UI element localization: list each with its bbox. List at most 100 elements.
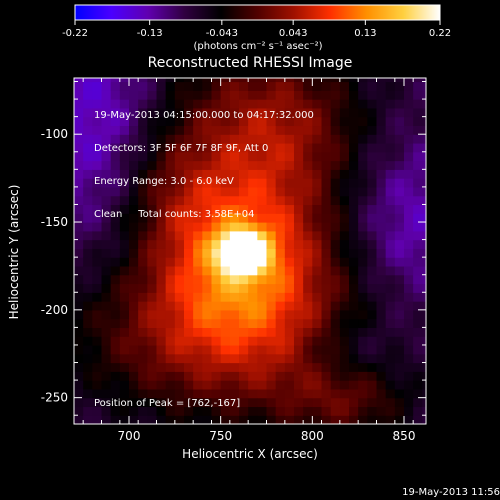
heatmap-cell [321, 388, 332, 399]
heatmap-cell [349, 318, 359, 329]
heatmap-cell [303, 397, 313, 408]
heatmap-cell [413, 142, 423, 153]
colorbar-tick-label: 0.22 [429, 28, 451, 39]
heatmap-cell [330, 239, 341, 249]
heatmap-cell [312, 415, 323, 424]
heatmap-cell [110, 344, 121, 355]
heatmap-cell [275, 336, 286, 346]
heatmap-cell [413, 90, 423, 100]
heatmap-cell [92, 239, 103, 249]
heatmap-cell [184, 151, 194, 162]
heatmap-cell [248, 151, 258, 162]
heatmap-cell [129, 78, 139, 83]
heatmap-cell [202, 125, 213, 135]
heatmap-cell [394, 397, 405, 408]
heatmap-cell [202, 371, 213, 381]
heatmap-cell [257, 169, 268, 179]
heatmap-cell [358, 257, 368, 267]
heatmap-cell [202, 248, 213, 258]
heatmap-cell [284, 397, 295, 408]
heatmap-cell [303, 169, 313, 179]
info-energy-range: Energy Range: 3.0 - 6.0 keV [94, 176, 234, 187]
heatmap-cell [211, 195, 222, 206]
heatmap-cell [174, 397, 185, 408]
heatmap-cell [147, 204, 158, 214]
heatmap-cell [367, 397, 378, 408]
heatmap-cell [83, 222, 93, 232]
heatmap-cell [165, 406, 176, 416]
heatmap-cell [303, 116, 313, 127]
heatmap-cell [184, 380, 194, 390]
heatmap-cell [129, 125, 139, 135]
heatmap-cell [138, 406, 148, 416]
heatmap-cell [284, 125, 295, 135]
heatmap-cell [147, 301, 158, 311]
heatmap-cell [83, 283, 93, 293]
heatmap-cell [211, 257, 222, 267]
heatmap-cell [211, 230, 222, 241]
heatmap-cell [129, 292, 139, 302]
heatmap-cell [184, 274, 194, 285]
heatmap-cell [321, 371, 332, 381]
heatmap-cell [239, 195, 249, 206]
heatmap-cell [358, 195, 368, 206]
heatmap-cell [385, 371, 396, 381]
heatmap-cell [321, 353, 332, 364]
heatmap-cell [193, 116, 203, 127]
heatmap-cell [349, 327, 359, 337]
heatmap-cell [147, 195, 158, 206]
heatmap-cell [266, 371, 277, 381]
heatmap-cell [202, 195, 213, 206]
heatmap-cell [119, 78, 130, 83]
heatmap-cell [92, 406, 103, 416]
heatmap-cell [202, 292, 213, 302]
heatmap-cell [74, 406, 84, 416]
heatmap-cell [193, 415, 203, 424]
heatmap-cell [422, 257, 426, 267]
heatmap-cell [303, 353, 313, 364]
heatmap-cell [184, 142, 194, 153]
heatmap-cell [110, 78, 121, 83]
heatmap-cell [385, 327, 396, 337]
heatmap-cell [257, 362, 268, 372]
heatmap-cell [239, 81, 249, 91]
heatmap-cell [266, 134, 277, 144]
heatmap-cell [220, 134, 231, 144]
heatmap-cell [138, 230, 148, 241]
heatmap-cell [156, 160, 167, 170]
heatmap-cell [275, 371, 286, 381]
heatmap-cell [229, 195, 240, 206]
heatmap-cell [193, 309, 203, 320]
heatmap-cell [394, 239, 405, 249]
heatmap-cell [321, 344, 332, 355]
y-tick-label: -100 [41, 127, 68, 141]
heatmap-cell [284, 169, 295, 179]
heatmap-cell [174, 239, 185, 249]
heatmap-cell [349, 195, 359, 206]
heatmap-cell [349, 388, 359, 399]
heatmap-cell [74, 99, 84, 109]
heatmap-cell [74, 230, 84, 241]
heatmap-cell [101, 186, 112, 197]
heatmap-cell [248, 397, 258, 408]
heatmap-cell [284, 380, 295, 390]
heatmap-cell [404, 169, 414, 179]
heatmap-cell [385, 169, 396, 179]
heatmap-cell [147, 248, 158, 258]
heatmap-cell [266, 169, 277, 179]
heatmap-cell [138, 99, 148, 109]
heatmap-cell [385, 239, 396, 249]
heatmap-cell [202, 336, 213, 346]
heatmap-cell [275, 353, 286, 364]
heatmap-cell [376, 265, 387, 276]
heatmap-cell [211, 362, 222, 372]
heatmap-cell [138, 116, 148, 127]
heatmap-cell [165, 204, 176, 214]
heatmap-cell [129, 257, 139, 267]
heatmap-cell [220, 178, 231, 188]
heatmap-cell [330, 371, 341, 381]
heatmap-cell [184, 230, 194, 241]
heatmap-cell [174, 222, 185, 232]
heatmap-cell [257, 265, 268, 276]
heatmap-cell [138, 327, 148, 337]
